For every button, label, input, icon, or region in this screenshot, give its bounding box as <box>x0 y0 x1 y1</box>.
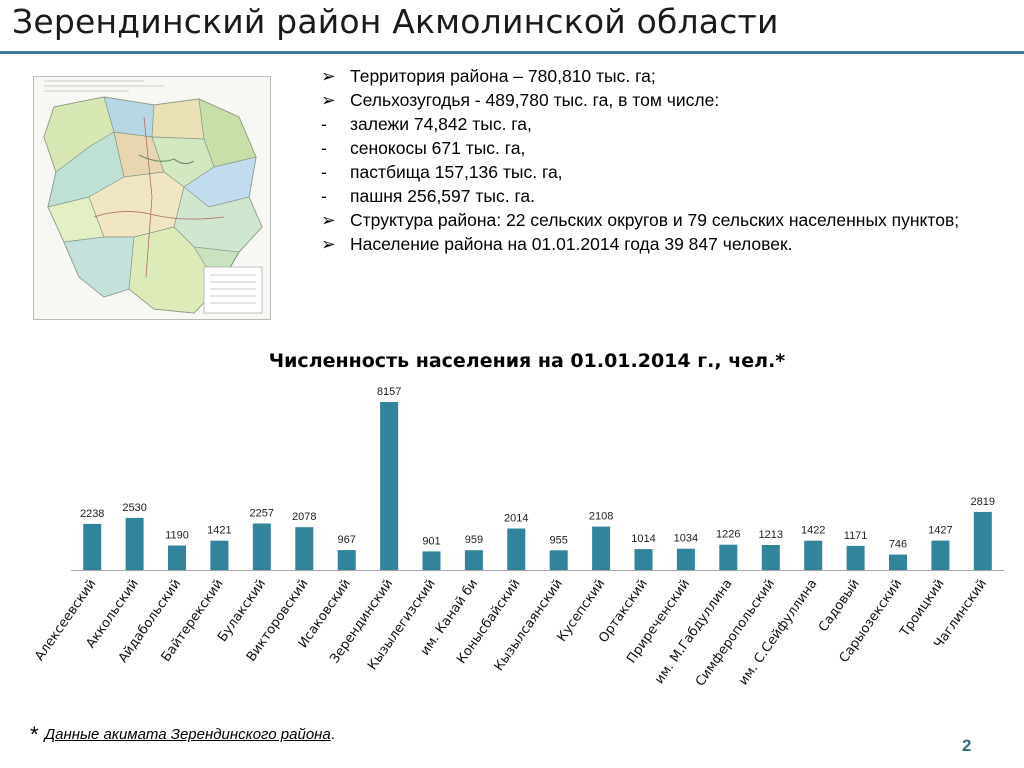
bar-17 <box>761 545 780 570</box>
fact-item: ➢ Сельхозугодья - 489,780 тыс. га, в том … <box>318 88 976 112</box>
district-map-image <box>33 76 271 320</box>
bar-9 <box>422 551 441 570</box>
fact-item: - пастбища 157,136 тыс. га, <box>318 160 976 184</box>
population-bar-chart: 2238 2530 1190 1421 2257 2078 967 8157 901 959 201… <box>32 386 1004 690</box>
bar-value-label: 1014 <box>631 533 655 545</box>
bar-18 <box>804 540 823 570</box>
bar-value-label: 1034 <box>674 533 698 545</box>
fact-text: залежи 74,842 тыс. га, <box>350 114 532 134</box>
bar-6 <box>295 527 314 570</box>
bar-value-label: 2257 <box>250 508 274 520</box>
chart-value-labels: 2238 2530 1190 1421 2257 2078 967 8157 901 959 201… <box>80 386 995 551</box>
bar-value-label: 1427 <box>928 525 952 537</box>
bar-10 <box>464 550 483 570</box>
bar-value-label: 746 <box>889 539 907 551</box>
fact-text: пашня 256,597 тыс. га. <box>350 186 536 206</box>
dash-bullet-icon: - <box>321 138 327 158</box>
bar-value-label: 2078 <box>292 511 316 523</box>
bar-21 <box>931 540 950 570</box>
chart-category-labels: АлексеевскийАккольскийАйдабольскийБайтер… <box>32 577 990 690</box>
dash-bullet-icon: - <box>321 114 327 134</box>
fact-item: ➢ Население района на 01.01.2014 года 39 … <box>318 232 976 256</box>
footnote-source-text: Данные акимата Зерендинского района <box>44 726 331 743</box>
dash-bullet-icon: - <box>321 162 327 182</box>
bar-value-label: 2530 <box>122 502 146 514</box>
bar-1 <box>83 523 102 570</box>
fact-text: Население района на 01.01.2014 года 39 8… <box>350 234 793 254</box>
arrow-bullet-icon: ➢ <box>321 66 336 86</box>
dash-bullet-icon: - <box>321 186 327 206</box>
arrow-bullet-icon: ➢ <box>321 234 336 254</box>
bar-value-label: 967 <box>338 534 356 546</box>
bar-value-label: 1213 <box>759 529 783 541</box>
bar-value-label: 1171 <box>844 530 868 542</box>
bar-15 <box>676 548 695 570</box>
category-label: им. М.Габдуллина <box>652 577 735 687</box>
chart-bars <box>83 402 992 570</box>
district-facts-list: ➢ Территория района – 780,810 тыс. га; ➢ С… <box>318 64 976 256</box>
bar-5 <box>252 523 271 570</box>
fact-item: - сенокосы 671 тыс. га, <box>318 136 976 160</box>
bar-value-label: 901 <box>422 535 440 547</box>
category-label: Алексеевский <box>32 577 99 664</box>
fact-text: сенокосы 671 тыс. га, <box>350 138 526 158</box>
bar-12 <box>549 550 568 570</box>
bar-4 <box>210 540 229 570</box>
category-label: им. С.Сейфуллина <box>736 577 820 688</box>
bar-8 <box>380 402 399 570</box>
fact-text: пастбища 157,136 тыс. га, <box>350 162 563 182</box>
arrow-bullet-icon: ➢ <box>321 210 336 230</box>
fact-item: ➢ Структура района: 22 сельских округов и… <box>318 208 976 232</box>
title-divider <box>0 51 1024 54</box>
fact-text: Структура района: 22 сельских округов и … <box>350 210 960 230</box>
category-label: Садовый <box>816 577 863 635</box>
bar-22 <box>973 511 992 570</box>
bar-value-label: 1421 <box>207 525 231 537</box>
bar-value-label: 1226 <box>716 529 740 541</box>
bar-value-label: 959 <box>465 534 483 546</box>
footnote-star: * <box>30 722 39 747</box>
bar-value-label: 2108 <box>589 511 613 523</box>
bar-value-label: 2014 <box>504 513 528 525</box>
bar-value-label: 2238 <box>80 508 104 520</box>
bar-3 <box>168 545 186 570</box>
bar-2 <box>125 517 144 570</box>
bar-19 <box>846 545 865 570</box>
arrow-bullet-icon: ➢ <box>321 90 336 110</box>
fact-item: - пашня 256,597 тыс. га. <box>318 184 976 208</box>
bar-16 <box>719 544 738 570</box>
fact-item: - залежи 74,842 тыс. га, <box>318 112 976 136</box>
fact-item: ➢ Территория района – 780,810 тыс. га; <box>318 64 976 88</box>
bar-value-label: 1190 <box>165 530 189 542</box>
bar-value-label: 8157 <box>377 386 401 398</box>
category-label: Симферопольский <box>693 577 778 690</box>
bar-value-label: 955 <box>550 534 568 546</box>
bar-11 <box>507 528 526 570</box>
bar-7 <box>337 550 356 570</box>
bar-value-label: 1422 <box>801 525 825 537</box>
fact-text: Сельхозугодья - 489,780 тыс. га, в том ч… <box>350 90 720 110</box>
page-number: 2 <box>962 736 972 755</box>
page-title: Зерендинский район Акмолинской области <box>12 2 779 41</box>
source-footnote: * Данные акимата Зерендинского района. <box>30 722 335 748</box>
fact-text: Территория района – 780,810 тыс. га; <box>350 66 656 86</box>
bar-13 <box>592 526 611 570</box>
bar-20 <box>889 554 907 570</box>
bar-value-label: 2819 <box>971 496 995 508</box>
bar-14 <box>634 549 653 570</box>
chart-title: Численность населения на 01.01.2014 г., … <box>268 350 786 372</box>
footnote-tail: . <box>330 726 335 743</box>
district-map-drawing <box>34 77 270 319</box>
